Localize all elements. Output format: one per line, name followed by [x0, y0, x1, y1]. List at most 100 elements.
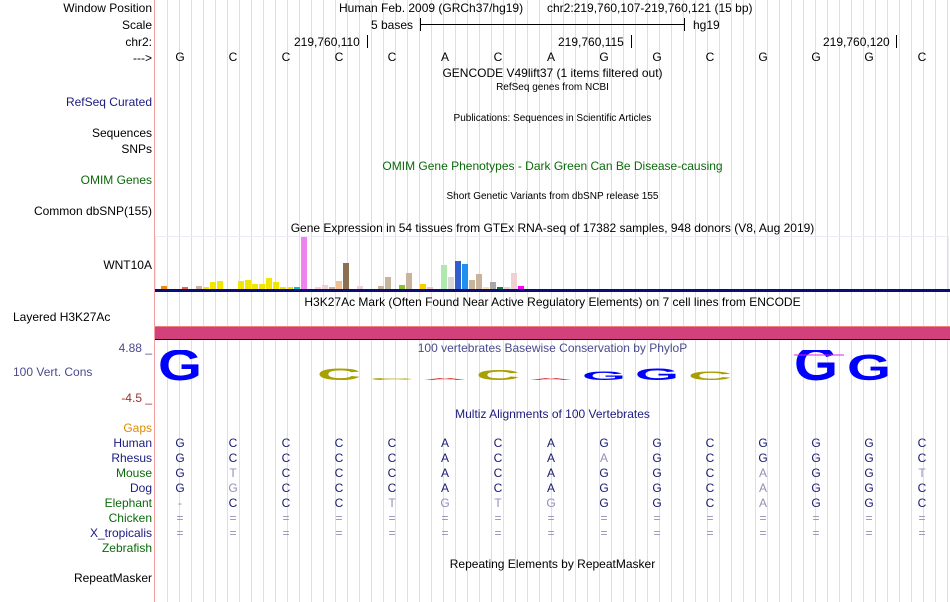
gtex-tissue-bar[interactable]	[399, 285, 405, 289]
sequence-base: C	[334, 50, 344, 64]
multiz-base: A	[440, 466, 449, 480]
multiz-base: C	[334, 496, 344, 510]
pubs-track-label-line2[interactable]: SNPs	[121, 142, 152, 156]
gtex-tissue-bar[interactable]	[266, 278, 272, 289]
gtex-tissue-bar[interactable]	[245, 280, 251, 289]
gtex-tissue-bar[interactable]	[259, 284, 265, 289]
position-readout: chr2:219,760,107-219,760,121 (15 bp)	[547, 1, 753, 15]
cons-track-label[interactable]: 100 Vert. Cons	[13, 365, 93, 379]
gtex-gene-label[interactable]: WNT10A	[103, 258, 152, 272]
gtex-tissue-bar[interactable]	[315, 287, 321, 289]
multiz-base: C	[281, 481, 291, 495]
sequence-base: G	[864, 50, 874, 64]
pubs-track-label-line1[interactable]: Sequences	[91, 126, 152, 140]
gtex-tissue-bar[interactable]	[441, 265, 447, 289]
scale-bar	[420, 24, 685, 25]
multiz-species-label[interactable]: Dog	[129, 481, 152, 495]
repeatmasker-track-title[interactable]: Repeating Elements by RepeatMasker	[449, 557, 656, 571]
pubs-track-title[interactable]: Publications: Sequences in Scientific Ar…	[453, 113, 652, 124]
omim-track-label[interactable]: OMIM Genes	[80, 173, 152, 187]
multiz-base: C	[493, 436, 503, 450]
gtex-tissue-bar[interactable]	[217, 281, 223, 289]
multiz-base: G	[811, 436, 821, 450]
multiz-base: A	[758, 466, 767, 480]
multiz-species-label[interactable]: Elephant	[104, 496, 152, 510]
gtex-tissue-bar[interactable]	[203, 287, 209, 289]
gtex-tissue-bar[interactable]	[301, 237, 307, 289]
gtex-tissue-bar[interactable]	[322, 285, 328, 289]
multiz-base: C	[334, 466, 344, 480]
gencode-track-title[interactable]: GENCODE V49lift37 (1 items filtered out)	[442, 66, 663, 80]
gtex-tissue-bar[interactable]	[406, 273, 412, 289]
sequence-base: G	[758, 50, 768, 64]
gtex-tissue-bar[interactable]	[511, 273, 517, 289]
gtex-tissue-bar[interactable]	[483, 287, 489, 289]
multiz-species-label[interactable]: Mouse	[115, 466, 152, 480]
multiz-species-label[interactable]: Chicken	[108, 511, 152, 525]
multiz-base: C	[281, 466, 291, 480]
multiz-base: C	[281, 496, 291, 510]
gtex-tissue-bar[interactable]	[196, 286, 202, 289]
multiz-base: T	[918, 466, 926, 480]
gtex-tissue-bar[interactable]	[476, 274, 482, 289]
gtex-tissue-bar[interactable]	[469, 280, 475, 289]
scale-label: Scale	[121, 18, 152, 32]
multiz-base: G	[599, 496, 609, 510]
gtex-tissue-bar[interactable]	[504, 287, 510, 289]
gtex-tissue-bar[interactable]	[427, 287, 433, 289]
gtex-tissue-bar[interactable]	[448, 277, 454, 289]
multiz-species-label[interactable]: Rhesus	[111, 451, 152, 465]
multiz-species-label[interactable]: Human	[113, 436, 152, 450]
gtex-tissue-bar[interactable]	[238, 281, 244, 289]
conservation-logo-letter: G	[847, 350, 891, 389]
gtex-tissue-bar[interactable]	[497, 287, 503, 289]
gtex-tissue-bar[interactable]	[385, 277, 391, 289]
multiz-base: =	[759, 526, 767, 540]
conservation-logo-letter: C	[688, 369, 732, 382]
multiz-base: G	[175, 451, 185, 465]
multiz-base: =	[282, 511, 290, 525]
multiz-base: G	[652, 451, 662, 465]
cons-track-title[interactable]: 100 vertebrates Basewise Conservation by…	[417, 341, 688, 355]
multiz-species-label[interactable]: Zebrafish	[101, 541, 152, 555]
gtex-tissue-bar[interactable]	[273, 282, 279, 289]
sequence-base: C	[917, 50, 927, 64]
h3k27ac-track-title[interactable]: H3K27Ac Mark (Often Found Near Active Re…	[304, 295, 801, 309]
h3k27ac-track-label[interactable]: Layered H3K27Ac	[13, 310, 111, 324]
repeatmasker-track-label[interactable]: RepeatMasker	[73, 571, 152, 585]
gtex-tissue-bar[interactable]	[518, 286, 524, 289]
gtex-tissue-bar[interactable]	[343, 263, 349, 289]
multiz-base: G	[652, 436, 662, 450]
gtex-tissue-bar[interactable]	[280, 287, 286, 289]
refseq-track-label[interactable]: RefSeq Curated	[65, 95, 152, 109]
gtex-tissue-bar[interactable]	[378, 286, 384, 289]
gtex-tissue-bar[interactable]	[182, 287, 188, 289]
dbsnp-track-title[interactable]: Short Genetic Variants from dbSNP releas…	[446, 191, 659, 202]
multiz-track-title[interactable]: Multiz Alignments of 100 Vertebrates	[455, 407, 650, 421]
refseq-track-title[interactable]: RefSeq genes from NCBI	[496, 82, 609, 93]
multiz-species-label[interactable]: X_tropicalis	[89, 526, 152, 540]
gtex-tissue-bar[interactable]	[420, 284, 426, 289]
gtex-tissue-bar[interactable]	[455, 261, 461, 289]
gtex-tissue-bar[interactable]	[357, 286, 363, 289]
omim-track-title[interactable]: OMIM Gene Phenotypes - Dark Green Can Be…	[382, 159, 723, 173]
gtex-tissue-bar[interactable]	[336, 281, 342, 289]
multiz-base: G	[599, 466, 609, 480]
multiz-gaps-label: Gaps	[123, 421, 152, 435]
gtex-tissue-bar[interactable]	[462, 264, 468, 289]
gtex-tissue-bar[interactable]	[161, 286, 167, 289]
gtex-tissue-bar[interactable]	[252, 284, 258, 289]
gtex-tissue-bar[interactable]	[294, 287, 300, 289]
multiz-base: C	[387, 466, 397, 480]
dbsnp-track-label[interactable]: Common dbSNP(155)	[33, 204, 152, 218]
multiz-base: =	[865, 526, 873, 540]
gtex-bar-chart[interactable]	[161, 237, 541, 289]
multiz-base: C	[387, 481, 397, 495]
gtex-tissue-bar[interactable]	[490, 282, 496, 289]
gtex-track-title[interactable]: Gene Expression in 54 tissues from GTEx …	[290, 221, 815, 235]
gtex-tissue-bar[interactable]	[287, 287, 293, 289]
gtex-tissue-bar[interactable]	[329, 287, 335, 289]
gtex-tissue-bar[interactable]	[210, 282, 216, 289]
multiz-base: A	[546, 451, 555, 465]
